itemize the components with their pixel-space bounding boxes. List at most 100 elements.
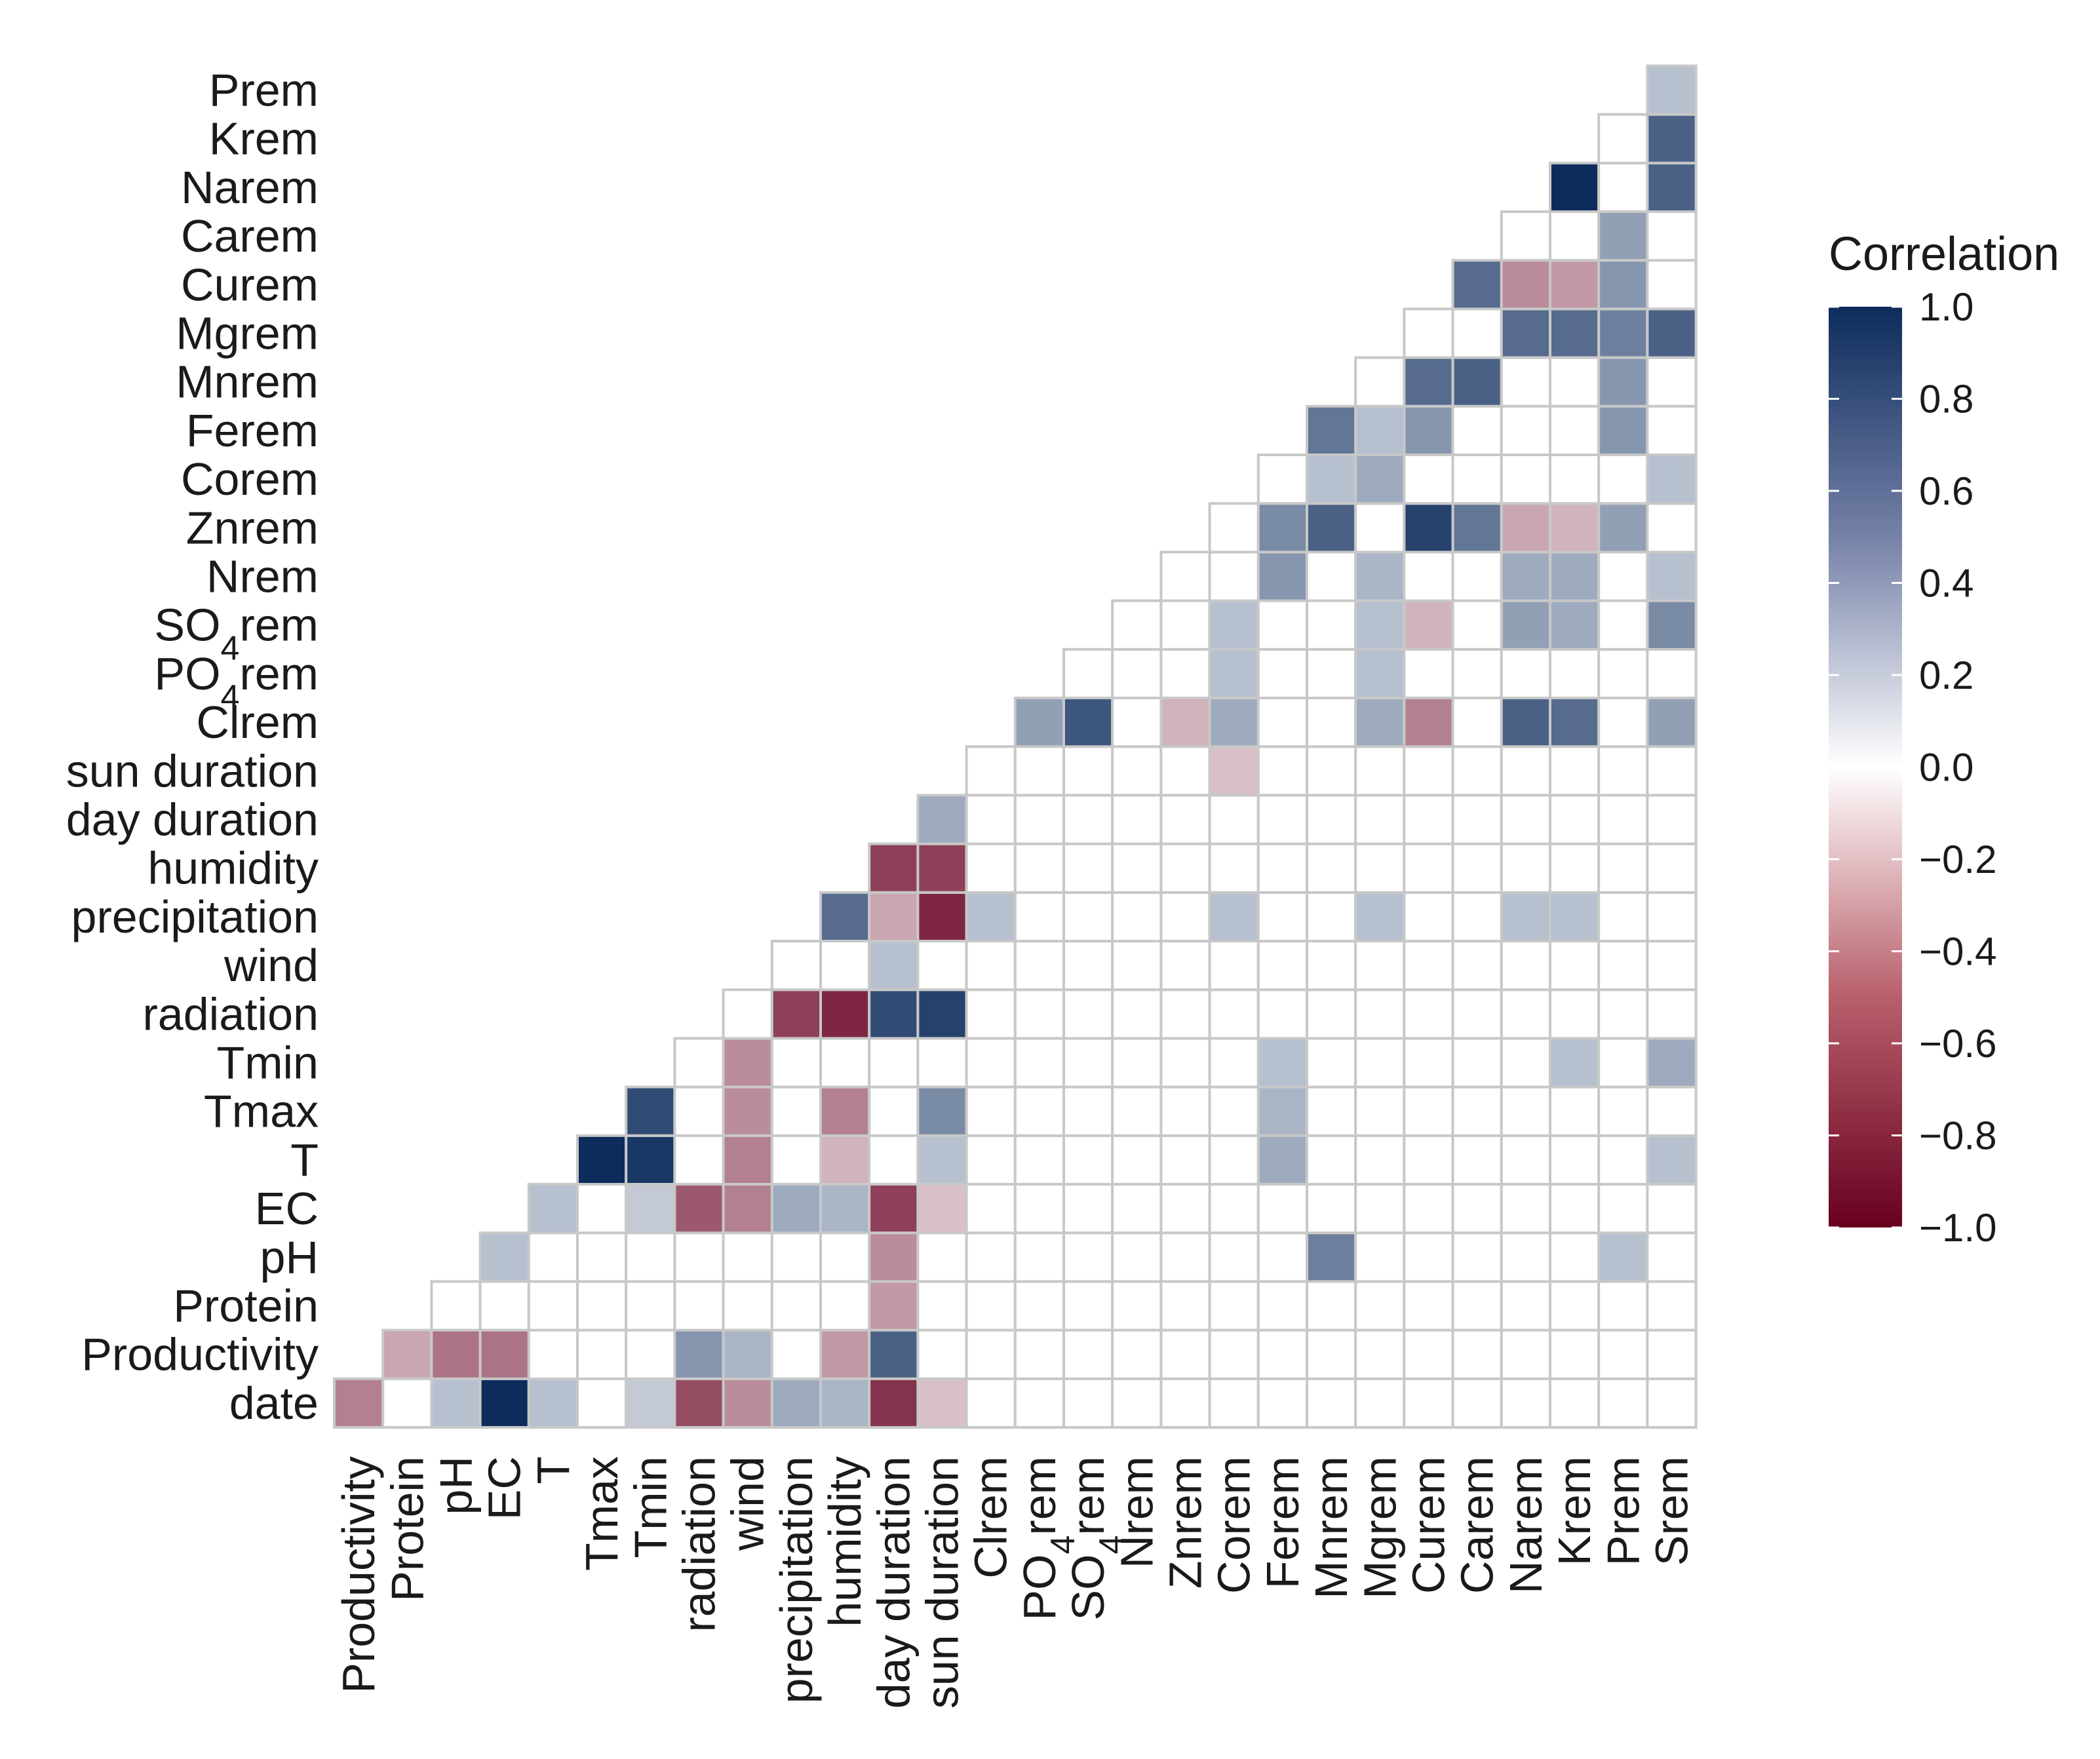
cell-protein-srem [1646, 1280, 1698, 1332]
cell-t-radiation [673, 1134, 725, 1186]
cell-narem-prem [1597, 161, 1649, 213]
cell-znrem-mgrem [1354, 502, 1406, 554]
cell-znrem-narem [1500, 502, 1552, 554]
cell-ph-precipitation [770, 1231, 823, 1283]
cell-humidity-so4rem [1062, 842, 1114, 894]
cell-clrem-narem [1500, 697, 1552, 748]
cell-productivity-so4rem [1062, 1328, 1114, 1380]
cell-protein-sun-duration [916, 1280, 968, 1332]
y-label-t: T [290, 1134, 319, 1186]
cell-t-ferem [1256, 1134, 1309, 1186]
x-label-wind: wind [722, 1456, 773, 1551]
x-label-mgrem: Mgrem [1354, 1456, 1405, 1599]
cell-clrem-prem [1597, 697, 1649, 748]
cell-ec-so4rem [1062, 1183, 1114, 1235]
cell-ferem-carem [1451, 404, 1503, 456]
cell-curem-srem [1646, 259, 1698, 311]
cell-radiation-ferem [1256, 988, 1309, 1040]
cell-ph-radiation [673, 1231, 725, 1283]
cell-productivity-mnrem [1306, 1328, 1357, 1380]
cell-sun-duration-ferem [1256, 745, 1309, 797]
cell-tmin-krem [1549, 1037, 1601, 1089]
cell-tmax-po4rem [1013, 1085, 1066, 1137]
cell-clrem-so4rem [1062, 697, 1114, 748]
cell-humidity-narem [1500, 842, 1552, 894]
cell-productivity-day-duration [868, 1328, 920, 1380]
cell-date-precipitation [770, 1377, 823, 1429]
x-label-narem: Narem [1500, 1456, 1551, 1594]
cell-ph-day-duration [868, 1231, 920, 1283]
cell-humidity-prem [1597, 842, 1649, 894]
cell-date-sun-duration [916, 1377, 968, 1429]
cell-radiation-nrem [1111, 988, 1163, 1040]
cell-protein-prem [1597, 1280, 1649, 1332]
cell-date-humidity [819, 1377, 871, 1429]
cell-curem-krem [1549, 259, 1601, 311]
x-label-radiation: radiation [674, 1456, 725, 1633]
cell-sun-duration-znrem [1159, 745, 1211, 797]
cell-protein-ph [430, 1280, 482, 1332]
cell-mnrem-srem [1646, 356, 1698, 408]
cell-znrem-krem [1549, 502, 1601, 554]
cell-ec-mgrem [1354, 1183, 1406, 1235]
cell-productivity-carem [1451, 1328, 1503, 1380]
cell-day-duration-clrem [965, 794, 1017, 845]
cell-ph-tmin [625, 1231, 676, 1283]
cell-po4rem-mnrem [1306, 648, 1357, 699]
cell-radiation-curem [1403, 988, 1454, 1040]
cell-tmax-mgrem [1354, 1085, 1406, 1137]
cell-nrem-znrem [1159, 551, 1211, 602]
x-label-prem: Prem [1597, 1456, 1648, 1566]
cell-day-duration-so4rem [1062, 794, 1114, 845]
cell-protein-ec [478, 1280, 530, 1332]
cell-date-radiation [673, 1377, 725, 1429]
cell-sun-duration-nrem [1111, 745, 1163, 797]
cell-humidity-corem [1208, 842, 1260, 894]
cell-mgrem-prem [1597, 307, 1649, 359]
cell-ph-srem [1646, 1231, 1698, 1283]
cell-tmin-ferem [1256, 1037, 1309, 1089]
cell-tmax-srem [1646, 1085, 1698, 1137]
legend-tick-label: −0.8 [1919, 1114, 1996, 1158]
cell-precipitation-krem [1549, 891, 1601, 943]
cell-tmin-mgrem [1354, 1037, 1406, 1089]
cell-date-ph [430, 1377, 482, 1429]
cell-day-duration-srem [1646, 794, 1698, 845]
cell-ec-srem [1646, 1183, 1698, 1235]
cell-precipitation-mnrem [1306, 891, 1357, 943]
x-label-t: T [528, 1456, 579, 1484]
cell-ph-nrem [1111, 1231, 1163, 1283]
cell-precipitation-so4rem [1062, 891, 1114, 943]
cell-day-duration-carem [1451, 794, 1503, 845]
cell-radiation-narem [1500, 988, 1552, 1040]
cell-ec-corem [1208, 1183, 1260, 1235]
cell-t-krem [1549, 1134, 1601, 1186]
cell-krem-srem [1646, 113, 1698, 164]
cell-precipitation-corem [1208, 891, 1260, 943]
cell-tmin-mnrem [1306, 1037, 1357, 1089]
cell-sun-duration-krem [1549, 745, 1601, 797]
cell-so4rem-narem [1500, 599, 1552, 651]
cell-ec-t [527, 1183, 579, 1235]
cell-radiation-day-duration [868, 988, 920, 1040]
cell-date-carem [1451, 1377, 1503, 1429]
cell-wind-narem [1500, 940, 1552, 992]
y-label-carem: Carem [181, 210, 319, 261]
cell-po4rem-curem [1403, 648, 1454, 699]
cell-tmin-po4rem [1013, 1037, 1066, 1089]
cell-day-duration-mnrem [1306, 794, 1357, 845]
cell-ph-so4rem [1062, 1231, 1114, 1283]
cell-ec-radiation [673, 1183, 725, 1235]
cell-clrem-carem [1451, 697, 1503, 748]
cell-productivity-narem [1500, 1328, 1552, 1380]
legend-tick-label: 0.2 [1919, 653, 1974, 697]
x-label-sun-duration: sun duration [917, 1456, 968, 1709]
cell-wind-day-duration [868, 940, 920, 992]
cell-sun-duration-mgrem [1354, 745, 1406, 797]
heatmap-cells [333, 64, 1698, 1429]
cell-tmax-narem [1500, 1085, 1552, 1137]
cell-ph-sun-duration [916, 1231, 968, 1283]
x-label-ph: pH [431, 1456, 482, 1515]
cell-protein-mgrem [1354, 1280, 1406, 1332]
